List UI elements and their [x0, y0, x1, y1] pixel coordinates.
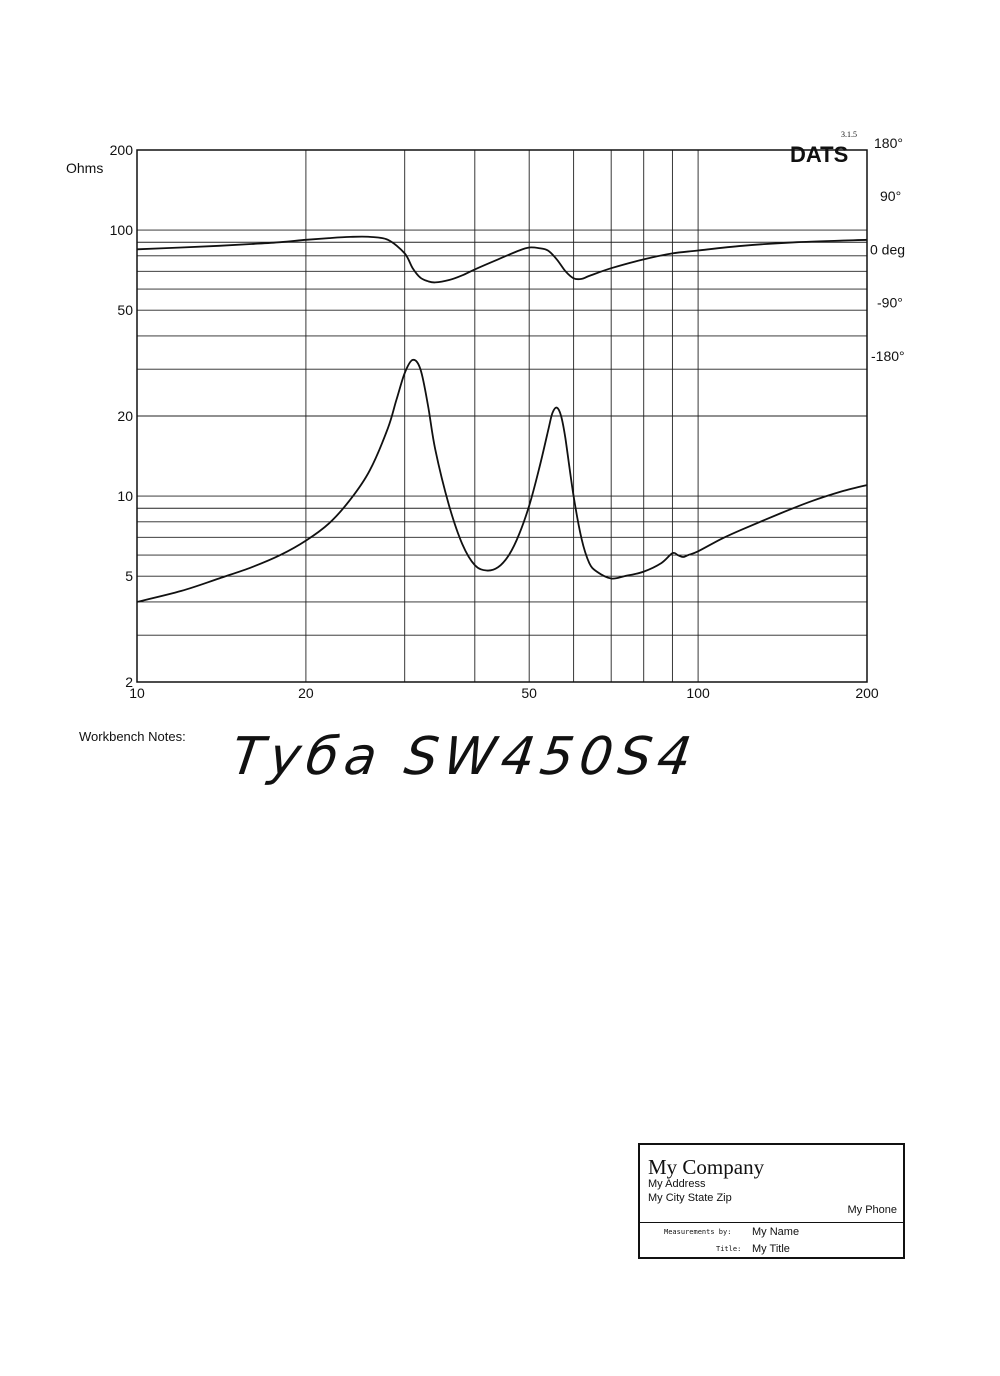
phase-tick-label: 180°: [874, 135, 903, 151]
title-block: My Company My Address My City State Zip …: [638, 1143, 905, 1259]
title-value: My Title: [752, 1243, 790, 1255]
y-tick-label: 10: [117, 488, 133, 504]
title-block-divider: [640, 1222, 903, 1223]
handwritten-note: Tуба SW450S4: [227, 727, 701, 787]
y-tick-label: 200: [110, 142, 134, 158]
company-city: My City State Zip: [648, 1192, 732, 1204]
plot-frame: [136, 149, 868, 683]
x-tick-label: 200: [855, 685, 879, 701]
version-label: 3.1.5: [841, 130, 857, 139]
x-tick-label: 20: [298, 685, 314, 701]
company-phone: My Phone: [847, 1204, 897, 1216]
x-tick-label: 10: [129, 685, 145, 701]
brand-logo: DATS: [790, 142, 848, 167]
y-tick-label: 2: [125, 674, 133, 690]
company-name: My Company: [648, 1155, 765, 1179]
phase-axis-ticks: 180° 90° 0 deg -90° -180°: [870, 135, 905, 364]
x-tick-label: 50: [521, 685, 537, 701]
measurements-by-label: Measurements by:: [664, 1228, 732, 1236]
x-axis-ticks: 10 20 50 100 200: [129, 685, 879, 701]
y-axis-unit: Ohms: [66, 160, 103, 176]
series-phase-line: [136, 235, 868, 284]
phase-tick-label: 90°: [880, 188, 901, 204]
y-tick-label: 5: [125, 568, 133, 584]
y-tick-label: 100: [110, 222, 134, 238]
measurements-by-value: My Name: [752, 1226, 800, 1238]
y-tick-label: 50: [117, 302, 133, 318]
series-impedance-line: [136, 358, 868, 603]
impedance-phase-chart: 10 20 50 100 200 2 5 10 20 50 100 200 180° 90° 0 deg…: [66, 130, 905, 701]
y-tick-label: 20: [117, 408, 133, 424]
phase-tick-label: 0 deg: [870, 241, 905, 257]
grid: [137, 150, 867, 682]
workbench-notes-label: Workbench Notes:: [79, 729, 186, 744]
y-axis-ticks: 2 5 10 20 50 100 200: [110, 142, 134, 690]
x-tick-label: 100: [686, 685, 710, 701]
title-label: Title:: [716, 1245, 742, 1253]
phase-tick-label: -90°: [877, 295, 903, 311]
company-address: My Address: [648, 1178, 706, 1190]
phase-tick-label: -180°: [871, 348, 905, 364]
